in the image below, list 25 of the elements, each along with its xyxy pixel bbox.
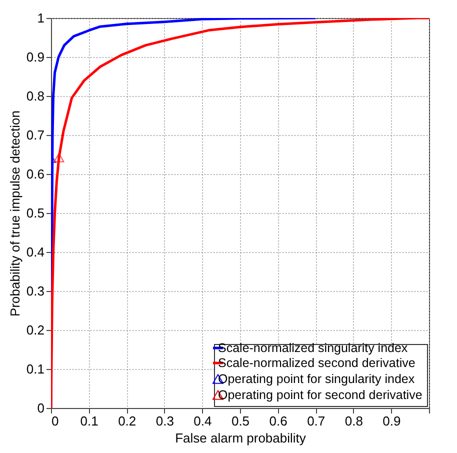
y-tick-label: 0.9 bbox=[26, 50, 44, 64]
x-tick-label: 0.5 bbox=[231, 414, 250, 428]
x-tick-label: 0.7 bbox=[307, 414, 326, 428]
x-tick-label: 0.8 bbox=[344, 414, 363, 428]
x-tick-label: 0.4 bbox=[194, 414, 212, 428]
x-tick-label: 0.1 bbox=[80, 414, 98, 428]
y-tick-label: 0.8 bbox=[26, 88, 44, 104]
x-tick-label: 0.2 bbox=[118, 414, 136, 428]
y-tick-label: 0.6 bbox=[26, 166, 44, 182]
x-axis-title: False alarm probability bbox=[175, 430, 306, 446]
y-tick-label: 1 bbox=[37, 10, 44, 26]
y-tick-label: 0.2 bbox=[26, 322, 44, 338]
y-tick-label: 0.1 bbox=[26, 362, 44, 376]
x-tick-label: 0 bbox=[52, 414, 59, 428]
y-tick-label: 0.7 bbox=[26, 128, 44, 142]
legend-label: Scale-normalized singularity index bbox=[218, 341, 408, 355]
y-tick-label: 0 bbox=[37, 400, 44, 416]
legend-label: Scale-normalized second derivative bbox=[218, 356, 416, 370]
x-tick-label: 0.6 bbox=[269, 414, 288, 428]
y-tick-label: 0.5 bbox=[26, 206, 44, 220]
y-axis-title: Probability of true impulse detection bbox=[7, 110, 22, 316]
y-tick-label: 0.3 bbox=[26, 284, 44, 298]
x-tick-label: 0.3 bbox=[156, 414, 174, 428]
x-tick-label: 0.9 bbox=[382, 414, 401, 428]
y-tick-label: 0.4 bbox=[26, 244, 44, 260]
